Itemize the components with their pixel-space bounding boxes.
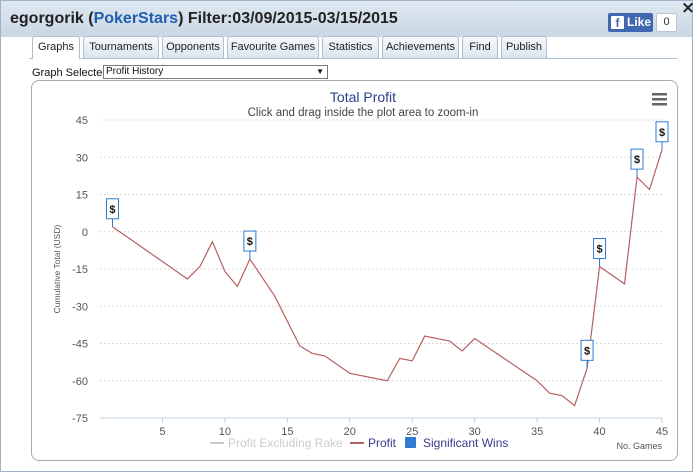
y-tick-label: 30: [76, 152, 88, 164]
flag-label: $: [634, 154, 640, 166]
y-tick-label: -30: [72, 301, 88, 313]
date-filter: Filter:03/09/2015-03/15/2015: [187, 10, 398, 27]
significant-win-flag: $: [655, 121, 669, 150]
flag-label: $: [584, 345, 590, 357]
flag-box: [655, 121, 669, 143]
legend: Profit Excluding Rake Profit Significant W…: [210, 436, 508, 450]
flag-box: [593, 238, 607, 260]
player-name: egorgorik: [10, 10, 84, 27]
y-tick-label: -60: [72, 376, 88, 388]
x-tick-label: 25: [406, 426, 418, 438]
flag-box: [630, 148, 644, 170]
flag-box: [243, 230, 257, 252]
significant-win-flag: $: [593, 238, 607, 267]
flag-box: [105, 198, 119, 220]
x-axis-label: No. Games: [616, 441, 662, 451]
facebook-icon: f: [611, 16, 624, 30]
tab-find[interactable]: Find: [462, 36, 498, 58]
x-tick-label: 10: [219, 426, 231, 438]
x-tick-label: 20: [344, 426, 356, 438]
y-tick-label: 45: [76, 115, 88, 127]
x-axis-ticks: 5 10 15 20 25 30 35 40 45: [159, 418, 668, 438]
y-axis-ticks: 45 30 15 0 -15 -30 -45 -60 -75: [72, 115, 88, 425]
flag-label: $: [659, 127, 665, 139]
significant-win-flag: $: [580, 339, 594, 369]
close-button[interactable]: ×: [680, 0, 696, 18]
tab-achievements[interactable]: Achievements: [382, 36, 459, 58]
y-tick-label: -15: [72, 264, 88, 276]
flag-label: $: [109, 204, 115, 216]
dropdown-arrow-icon: ▼: [316, 67, 324, 76]
tab-graphs[interactable]: Graphs: [32, 36, 80, 59]
legend-box-swatch: [405, 437, 416, 448]
tab-divider: [29, 58, 677, 59]
site-name[interactable]: PokerStars: [93, 10, 179, 27]
chart-subtitle: Click and drag inside the plot area to z…: [248, 107, 479, 119]
flags-layer: $ $ $ $ $ $: [105, 121, 669, 369]
y-axis-label: Cumulative Total (USD): [52, 225, 62, 314]
tab-publish[interactable]: Publish: [501, 36, 547, 58]
graph-select-value: Profit History: [106, 66, 164, 77]
tab-tournaments[interactable]: Tournaments: [83, 36, 159, 58]
like-count: 0: [656, 13, 677, 32]
profit-chart[interactable]: 45 30 15 0 -15 -30 -45 -60 -75 5 10 15 20 25 30 35 40 45…: [32, 81, 679, 462]
significant-win-flag: $: [630, 148, 644, 178]
flag-label: $: [247, 236, 253, 248]
significant-win-flag: $: [105, 198, 119, 227]
graph-select-dropdown[interactable]: Profit History ▼: [103, 65, 328, 79]
y-tick-label: -75: [72, 413, 88, 425]
x-tick-label: 5: [159, 426, 165, 438]
menu-icon[interactable]: [652, 93, 667, 106]
tab-statistics[interactable]: Statistics: [322, 36, 379, 58]
like-label: Like: [627, 15, 652, 29]
tab-opponents[interactable]: Opponents: [162, 36, 224, 58]
y-tick-label: -45: [72, 339, 88, 351]
significant-win-flag: $: [243, 230, 257, 260]
x-tick-label: 15: [281, 426, 293, 438]
legend-label: Significant Wins: [423, 436, 508, 450]
series-layer: [112, 149, 663, 407]
chart-title: Total Profit: [330, 89, 396, 105]
legend-item[interactable]: Profit Excluding Rake: [210, 436, 343, 450]
legend-label: Profit: [368, 436, 397, 450]
y-tick-label: 15: [76, 190, 88, 202]
profit-series-line: [112, 149, 663, 407]
flag-box: [580, 339, 594, 361]
legend-label: Profit Excluding Rake: [228, 436, 343, 450]
x-tick-label: 35: [531, 426, 543, 438]
flag-label: $: [596, 244, 602, 256]
legend-item[interactable]: Profit: [350, 436, 397, 450]
x-tick-label: 40: [593, 426, 605, 438]
tab-favourite-games[interactable]: Favourite Games: [227, 36, 319, 58]
graph-selected-label: Graph Selected:: [32, 67, 112, 79]
y-tick-label: 0: [82, 227, 88, 239]
title-bar: egorgorik (PokerStars) Filter:03/09/2015…: [1, 1, 692, 37]
chart-container: 45 30 15 0 -15 -30 -45 -60 -75 5 10 15 20 25 30 35 40 45…: [31, 80, 678, 461]
x-tick-label: 30: [469, 426, 481, 438]
window-title: egorgorik (PokerStars) Filter:03/09/2015…: [10, 10, 398, 27]
legend-item[interactable]: Significant Wins: [405, 436, 508, 450]
facebook-like-button[interactable]: f Like: [608, 13, 653, 32]
x-tick-label: 45: [656, 426, 668, 438]
grid-lines: [100, 119, 662, 382]
